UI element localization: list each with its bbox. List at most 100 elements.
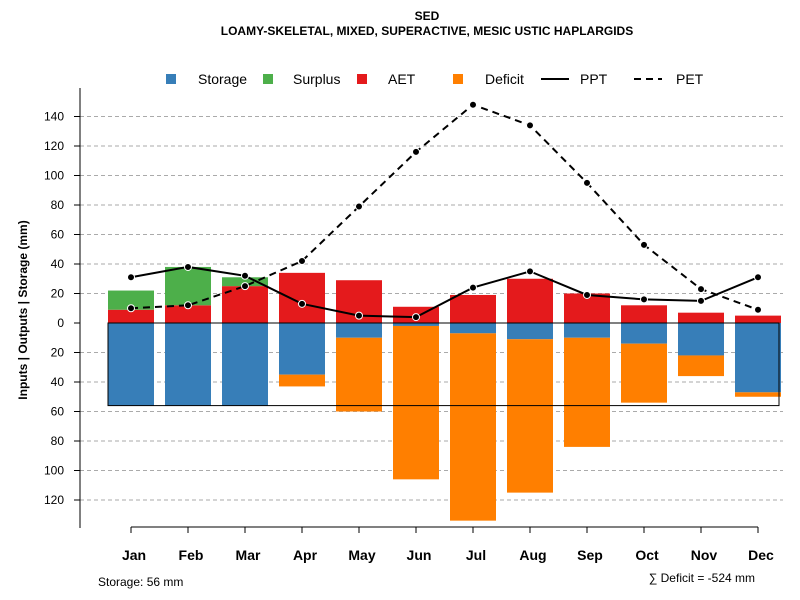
y-tick-label: 60	[51, 228, 65, 242]
y-tick-label: 20	[51, 287, 65, 301]
legend-swatch	[263, 74, 273, 84]
aet-bar	[735, 315, 781, 323]
deficit-bar	[507, 339, 553, 493]
chart-title: SED	[415, 9, 440, 23]
storage-bar	[279, 323, 325, 375]
legend-label: Surplus	[293, 71, 340, 87]
ppt-point	[127, 273, 135, 282]
x-tick-label: Aug	[519, 547, 546, 563]
pet-point	[526, 121, 534, 130]
pet-point	[241, 282, 249, 291]
pet-point	[754, 305, 762, 314]
storage-bar	[336, 323, 382, 338]
x-tick-label: Feb	[179, 547, 204, 563]
storage-bar	[393, 323, 439, 326]
deficit-bar	[621, 343, 667, 403]
aet-bar	[621, 305, 667, 323]
aet-bar	[165, 305, 211, 323]
storage-bar	[621, 323, 667, 344]
deficit-bar	[735, 392, 781, 397]
x-tick-label: Apr	[293, 547, 318, 563]
y-tick-label: 80	[51, 434, 65, 448]
pet-point	[355, 202, 363, 211]
surplus-bar	[108, 290, 154, 310]
storage-bar	[564, 323, 610, 338]
legend-label: Storage	[198, 71, 247, 87]
legend-swatch	[357, 74, 367, 84]
aet-bar	[108, 309, 154, 323]
x-tick-label: Nov	[691, 547, 718, 563]
line-layer	[127, 100, 762, 322]
storage-bar	[678, 323, 724, 356]
pet-line	[130, 103, 759, 311]
ppt-line	[130, 265, 759, 319]
storage-bar	[507, 323, 553, 340]
y-tick-label: 0	[57, 316, 64, 330]
legend-label: AET	[388, 71, 416, 87]
ppt-point	[184, 262, 192, 271]
storage-bar	[108, 323, 154, 406]
aet-bar	[507, 278, 553, 323]
legend-label: PET	[676, 71, 704, 87]
deficit-note: ∑ Deficit = -524 mm	[649, 571, 755, 585]
storage-bar	[165, 323, 211, 406]
legend-swatch	[453, 74, 463, 84]
pet-point	[697, 285, 705, 294]
storage-bar	[735, 323, 781, 393]
aet-bar	[678, 312, 724, 323]
x-tick-label: Mar	[236, 547, 261, 563]
axes: 140 120 100 80 60 40 20 0 20 40 60 80 100 120 Jan Feb Ma…	[44, 88, 774, 563]
chart-legend: Storage Surplus AET Deficit PPT PET	[166, 71, 704, 87]
pet-point	[469, 100, 477, 109]
surplus-bar	[222, 277, 268, 287]
ppt-point	[526, 267, 534, 276]
surplus-bar	[165, 266, 211, 306]
y-axis-title: Inputs | Outputs | Storage (mm)	[16, 220, 30, 399]
y-tick-label: 100	[44, 464, 64, 478]
y-tick-label: 120	[44, 493, 64, 507]
y-tick-label: 20	[51, 346, 65, 360]
ppt-point	[469, 283, 477, 292]
y-tick-label: 40	[51, 375, 65, 389]
y-tick-label: 40	[51, 257, 65, 271]
deficit-bar	[336, 337, 382, 412]
ppt-point	[355, 311, 363, 320]
ppt-point	[298, 299, 306, 308]
y-tick-label: 60	[51, 405, 65, 419]
storage-bar	[222, 323, 268, 406]
deficit-bar	[393, 325, 439, 480]
pet-point	[412, 147, 420, 156]
storage-bar	[450, 323, 496, 334]
x-tick-label: Jan	[122, 547, 146, 563]
chart-subtitle: LOAMY-SKELETAL, MIXED, SUPERACTIVE, MESI…	[221, 24, 633, 38]
pet-point	[583, 178, 591, 187]
x-tick-label: Oct	[635, 547, 659, 563]
ppt-point	[412, 313, 420, 322]
legend-swatch	[166, 74, 176, 84]
legend-label: PPT	[580, 71, 608, 87]
aet-bar	[279, 272, 325, 323]
ppt-point	[241, 271, 249, 280]
ppt-point	[754, 273, 762, 282]
x-tick-label: Sep	[577, 547, 603, 563]
x-tick-label: Jun	[407, 547, 432, 563]
pet-point	[298, 257, 306, 266]
y-tick-label: 140	[44, 110, 64, 124]
legend-label: Deficit	[485, 71, 524, 87]
pet-point	[640, 240, 648, 249]
y-tick-label: 80	[51, 198, 65, 212]
storage-capacity-box	[107, 322, 780, 407]
pet-point	[127, 304, 135, 313]
aet-bar	[450, 294, 496, 323]
x-tick-label: May	[348, 547, 375, 563]
ppt-point	[583, 290, 591, 299]
y-tick-label: 100	[44, 169, 64, 183]
deficit-bar	[279, 374, 325, 387]
deficit-bar	[450, 333, 496, 521]
y-tick-label: 120	[44, 139, 64, 153]
bar-layer	[108, 266, 781, 521]
deficit-bar	[564, 337, 610, 447]
x-tick-label: Dec	[748, 547, 774, 563]
pet-point	[184, 301, 192, 310]
